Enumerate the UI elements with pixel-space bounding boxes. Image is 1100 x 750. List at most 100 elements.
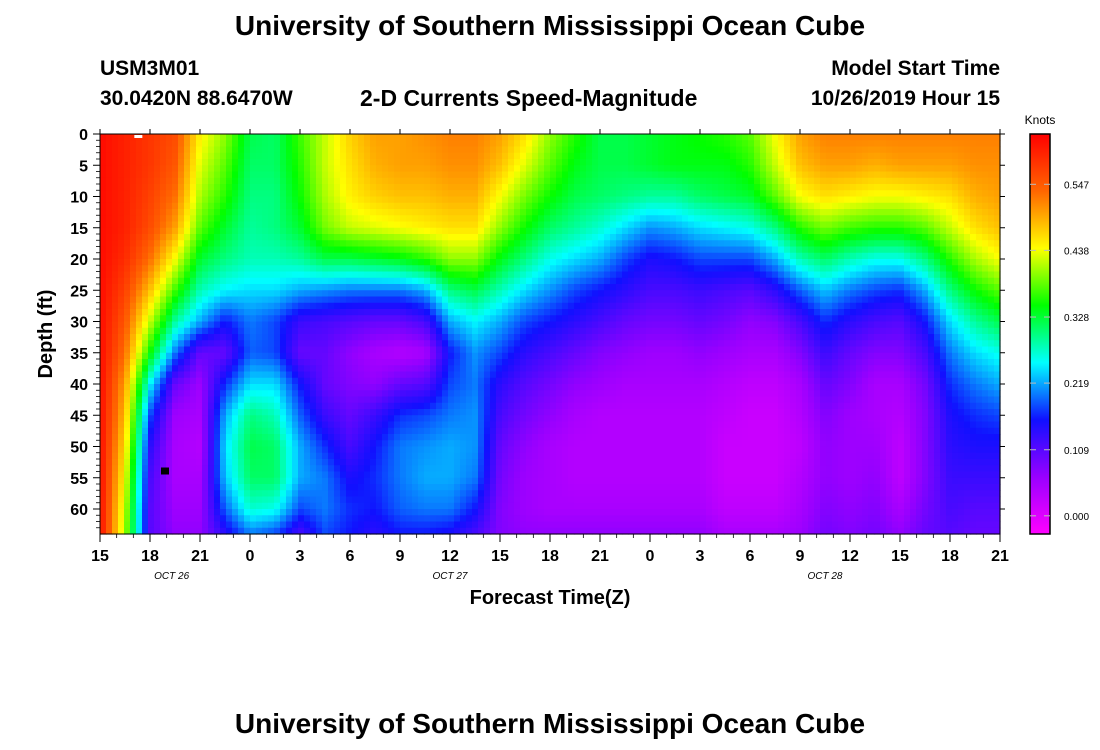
- heatmap-cell: [100, 446, 107, 454]
- heatmap-cell: [226, 284, 233, 291]
- heatmap-cell: [208, 502, 215, 510]
- heatmap-cell: [358, 134, 365, 141]
- heatmap-cell: [208, 196, 215, 204]
- heatmap-cell: [406, 371, 413, 379]
- heatmap-cell: [478, 359, 485, 366]
- heatmap-cell: [382, 252, 389, 260]
- heatmap-cell: [514, 227, 521, 235]
- heatmap-cell: [508, 327, 515, 335]
- heatmap-cell: [556, 152, 563, 160]
- heatmap-cell: [124, 384, 131, 391]
- heatmap-cell: [208, 259, 215, 266]
- heatmap-cell: [184, 334, 191, 341]
- heatmap-cell: [100, 477, 107, 485]
- heatmap-cell: [286, 396, 293, 404]
- heatmap-cell: [514, 396, 521, 404]
- heatmap-cell: [532, 477, 539, 485]
- heatmap-cell: [214, 177, 221, 185]
- heatmap-cell: [418, 302, 425, 310]
- heatmap-cell: [454, 246, 461, 254]
- heatmap-cell: [328, 196, 335, 204]
- heatmap-cell: [352, 202, 359, 210]
- heatmap-cell: [502, 227, 509, 235]
- heatmap-cell: [562, 321, 569, 329]
- heatmap-cell: [406, 521, 413, 529]
- heatmap-cell: [382, 527, 389, 535]
- heatmap-cell: [262, 377, 269, 385]
- heatmap-cell: [280, 371, 287, 379]
- heatmap-cell: [484, 527, 491, 535]
- heatmap-cell: [544, 152, 551, 160]
- heatmap-cell: [298, 377, 305, 385]
- heatmap-cell: [214, 215, 221, 223]
- heatmap-cell: [412, 396, 419, 404]
- heatmap-cell: [166, 459, 173, 466]
- heatmap-cell: [562, 427, 569, 435]
- heatmap-cell: [400, 446, 407, 454]
- heatmap-cell: [448, 434, 455, 441]
- heatmap-cell: [316, 296, 323, 304]
- heatmap-cell: [484, 277, 491, 285]
- heatmap-cell: [502, 384, 509, 391]
- heatmap-cell: [268, 309, 275, 316]
- heatmap-cell: [382, 196, 389, 204]
- heatmap-cell: [340, 515, 347, 523]
- heatmap-cell: [394, 477, 401, 485]
- heatmap-cell: [268, 252, 275, 260]
- heatmap-cell: [154, 427, 161, 435]
- heatmap-cell: [304, 490, 311, 498]
- heatmap-cell: [454, 490, 461, 498]
- heatmap-cell: [370, 415, 377, 423]
- heatmap-cell: [352, 359, 359, 366]
- heatmap-cell: [496, 396, 503, 404]
- heatmap-cell: [544, 184, 551, 191]
- heatmap-cell: [364, 284, 371, 291]
- heatmap-cell: [160, 252, 167, 260]
- heatmap-cell: [358, 427, 365, 435]
- heatmap-cell: [286, 234, 293, 241]
- heatmap-cell: [274, 171, 281, 179]
- heatmap-cell: [550, 421, 557, 429]
- heatmap-cell: [358, 315, 365, 323]
- heatmap-cell: [220, 365, 227, 373]
- heatmap-cell: [454, 384, 461, 391]
- heatmap-cell: [370, 452, 377, 460]
- heatmap-cell: [460, 415, 467, 423]
- heatmap-cell: [478, 490, 485, 498]
- heatmap-cell: [454, 390, 461, 398]
- heatmap-cell: [340, 284, 347, 291]
- heatmap-cell: [484, 452, 491, 460]
- heatmap-cell: [358, 296, 365, 304]
- heatmap-cell: [376, 252, 383, 260]
- heatmap-cell: [406, 509, 413, 516]
- heatmap-cell: [172, 215, 179, 223]
- heatmap-cell: [226, 496, 233, 504]
- heatmap-cell: [376, 246, 383, 254]
- heatmap-cell: [298, 384, 305, 391]
- heatmap-cell: [436, 496, 443, 504]
- heatmap-cell: [160, 315, 167, 323]
- heatmap-cell: [370, 434, 377, 441]
- heatmap-cell: [544, 415, 551, 423]
- heatmap-cell: [370, 465, 377, 473]
- heatmap-cell: [124, 315, 131, 323]
- heatmap-cell: [214, 277, 221, 285]
- heatmap-cell: [376, 259, 383, 266]
- heatmap-cell: [352, 465, 359, 473]
- heatmap-cell: [112, 452, 119, 460]
- heatmap-cell: [142, 184, 149, 191]
- heatmap-cell: [412, 521, 419, 529]
- heatmap-cell: [418, 327, 425, 335]
- heatmap-cell: [370, 471, 377, 479]
- heatmap-cell: [106, 365, 113, 373]
- heatmap-cell: [226, 359, 233, 366]
- heatmap-cell: [442, 477, 449, 485]
- heatmap-cell: [100, 365, 107, 373]
- heatmap-cell: [280, 396, 287, 404]
- heatmap-cell: [238, 327, 245, 335]
- heatmap-cell: [160, 227, 167, 235]
- heatmap-cell: [526, 209, 533, 216]
- heatmap-cell: [136, 171, 143, 179]
- heatmap-cell: [394, 215, 401, 223]
- heatmap-cell: [538, 502, 545, 510]
